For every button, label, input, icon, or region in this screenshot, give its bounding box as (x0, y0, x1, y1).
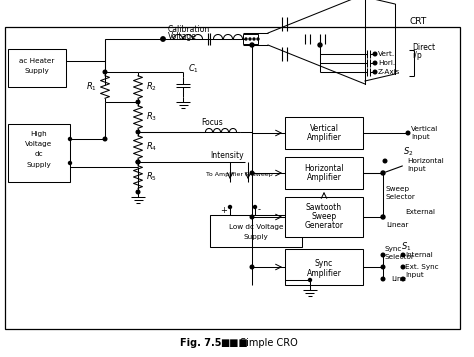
Text: dc: dc (35, 151, 43, 157)
Bar (285, 157, 363, 189)
Text: Supply: Supply (244, 234, 268, 240)
Bar (210, 215, 302, 247)
Text: Input: Input (411, 134, 430, 140)
Circle shape (401, 265, 405, 269)
Circle shape (69, 161, 72, 165)
Text: $R_1$: $R_1$ (86, 81, 97, 93)
Text: i/p: i/p (412, 50, 422, 60)
Text: Voltage: Voltage (168, 31, 197, 40)
Circle shape (373, 70, 377, 74)
Text: Sweep: Sweep (386, 186, 410, 192)
Text: Vert.: Vert. (378, 51, 395, 57)
Circle shape (381, 215, 385, 219)
Text: Fig. 7.5: Fig. 7.5 (180, 338, 221, 348)
Circle shape (245, 38, 247, 40)
Text: $R_2$: $R_2$ (146, 81, 157, 93)
Circle shape (309, 278, 311, 282)
Text: $C_1$: $C_1$ (188, 63, 199, 75)
Text: High: High (31, 131, 47, 137)
Circle shape (250, 171, 254, 175)
Bar (8, 49, 66, 87)
Bar (8, 124, 70, 182)
Text: Ext. Sync: Ext. Sync (405, 264, 438, 270)
Text: Selector: Selector (386, 194, 416, 200)
Circle shape (406, 131, 410, 135)
Circle shape (103, 137, 107, 141)
Text: Z-Axis: Z-Axis (378, 69, 401, 75)
Text: Horizontal: Horizontal (407, 158, 444, 164)
Text: Voltage: Voltage (26, 141, 53, 147)
Text: Line: Line (391, 276, 406, 282)
Text: $R_5$: $R_5$ (146, 171, 157, 183)
Circle shape (103, 70, 107, 74)
Text: Amplifier: Amplifier (307, 132, 341, 141)
Circle shape (401, 253, 405, 257)
Text: Sync: Sync (315, 258, 333, 267)
Circle shape (161, 37, 165, 41)
Circle shape (250, 43, 254, 47)
Circle shape (381, 277, 385, 281)
Text: External: External (405, 209, 435, 215)
Text: $S_1$: $S_1$ (401, 241, 411, 253)
Text: Direct: Direct (412, 42, 435, 51)
Text: Generator: Generator (304, 221, 344, 230)
Circle shape (136, 130, 140, 134)
Circle shape (136, 160, 140, 164)
Text: Supply: Supply (27, 162, 51, 168)
Text: Internal: Internal (405, 252, 433, 258)
Circle shape (383, 159, 387, 163)
Circle shape (228, 206, 231, 208)
Text: Horizontal: Horizontal (304, 164, 344, 172)
Bar (285, 117, 363, 149)
Text: Vertical: Vertical (310, 124, 338, 132)
Circle shape (69, 137, 72, 141)
Circle shape (136, 190, 140, 194)
Circle shape (401, 277, 405, 281)
Text: Focus: Focus (201, 117, 223, 126)
Text: Sweep: Sweep (311, 211, 337, 221)
Text: +: + (220, 206, 227, 215)
Text: $S_2$: $S_2$ (403, 146, 413, 158)
Bar (285, 249, 363, 285)
Text: $R_3$: $R_3$ (146, 111, 157, 123)
Text: Selector: Selector (385, 254, 415, 260)
Text: To Amplifier & Sweep: To Amplifier & Sweep (206, 172, 272, 177)
Text: Sawtooth: Sawtooth (306, 202, 342, 211)
Text: ■■■: ■■■ (220, 338, 248, 348)
Circle shape (250, 265, 254, 269)
Text: Intensity: Intensity (210, 151, 244, 160)
Text: Vertical: Vertical (411, 126, 438, 132)
Text: Calibration: Calibration (168, 25, 210, 34)
Circle shape (373, 52, 377, 56)
Circle shape (254, 206, 256, 208)
Text: Input: Input (407, 166, 426, 172)
Circle shape (249, 38, 251, 40)
Text: -: - (258, 206, 261, 215)
Text: Linear: Linear (386, 222, 409, 228)
Text: Supply: Supply (25, 68, 49, 74)
Circle shape (136, 160, 140, 164)
Text: $R_4$: $R_4$ (146, 141, 157, 153)
Text: Simple CRO: Simple CRO (240, 338, 298, 348)
Text: CRT: CRT (410, 16, 427, 25)
Text: Amplifier: Amplifier (307, 268, 341, 277)
Circle shape (373, 61, 377, 65)
Text: Input: Input (405, 272, 424, 278)
Circle shape (250, 215, 254, 219)
Text: Low dc Voltage: Low dc Voltage (229, 224, 283, 230)
Circle shape (381, 265, 385, 269)
Circle shape (318, 43, 322, 47)
Text: Horl.: Horl. (378, 60, 395, 66)
Circle shape (136, 100, 140, 104)
Circle shape (381, 253, 385, 257)
Bar (243, 34, 258, 44)
Text: ac Heater: ac Heater (19, 58, 55, 64)
Text: Sync: Sync (385, 246, 402, 252)
Bar (5, 27, 460, 329)
Text: Amplifier: Amplifier (307, 172, 341, 181)
Bar (285, 197, 363, 237)
Circle shape (381, 171, 385, 175)
Circle shape (257, 38, 259, 40)
Circle shape (253, 38, 255, 40)
